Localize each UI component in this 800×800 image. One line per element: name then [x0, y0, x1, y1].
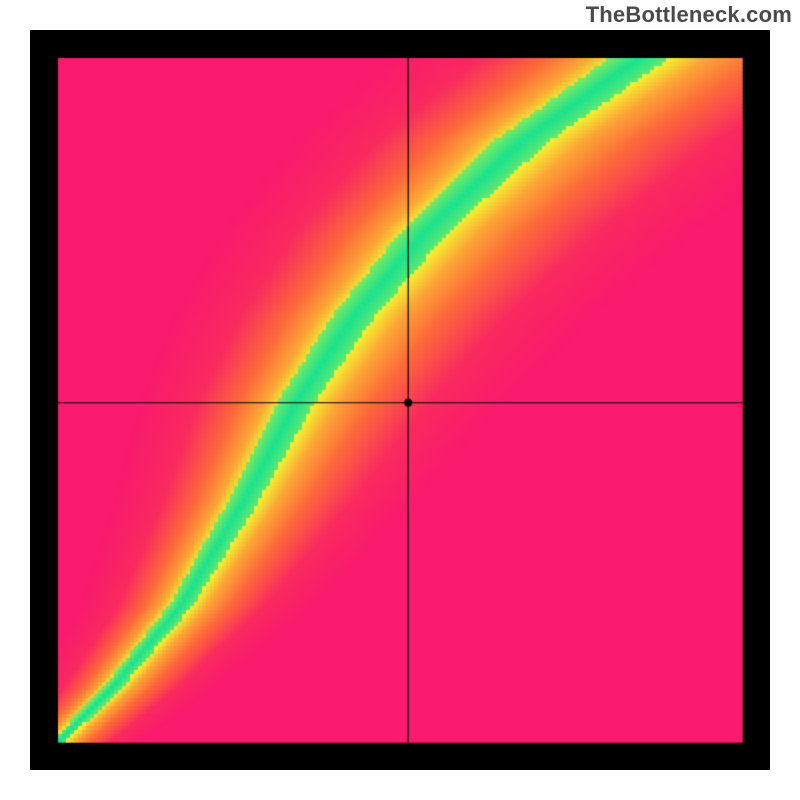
heatmap-plot	[30, 30, 770, 770]
chart-container: TheBottleneck.com	[0, 0, 800, 800]
watermark-text: TheBottleneck.com	[586, 2, 792, 28]
heatmap-canvas	[30, 30, 770, 770]
